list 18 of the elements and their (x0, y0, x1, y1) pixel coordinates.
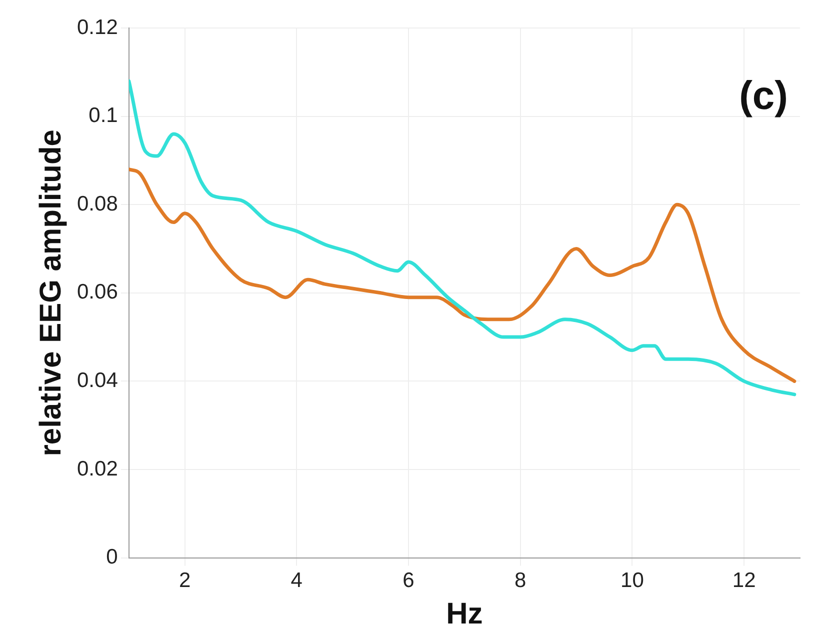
annotation: (c) (739, 74, 788, 118)
y-tick-label: 0.12 (76, 16, 118, 39)
x-tick-label: 4 (290, 569, 303, 592)
x-tick-label: 10 (620, 569, 644, 592)
x-axis-title: Hz (446, 597, 483, 630)
x-tick-label: 8 (514, 569, 526, 592)
y-tick-label: 0 (106, 546, 118, 569)
y-axis-title: relative EEG amplitude (34, 130, 68, 456)
y-tick-label: 0.1 (88, 104, 118, 128)
x-tick-label: 6 (402, 569, 414, 592)
y-tick-label: 0.06 (76, 280, 118, 304)
y-tick-label: 0.02 (76, 457, 118, 480)
x-tick-label: 2 (178, 569, 191, 592)
y-tick-label: 0.08 (76, 192, 118, 216)
line-series (128, 168, 796, 383)
line-series (128, 79, 796, 396)
x-tick-label: 12 (732, 569, 756, 592)
y-tick-label: 0.04 (76, 368, 118, 392)
